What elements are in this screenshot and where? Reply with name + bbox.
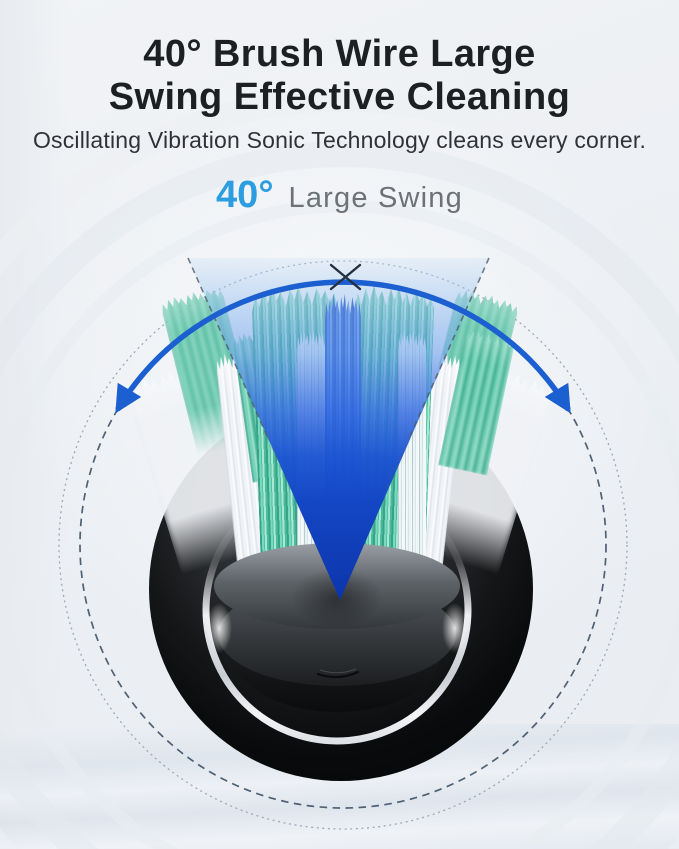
pivot-x-mark (329, 263, 362, 291)
title-line-1: 40° Brush Wire Large (143, 33, 536, 75)
faint-ring-large (0, 141, 679, 849)
brush-head-groove (316, 670, 360, 679)
dotted-guide-circle (58, 260, 628, 830)
page-subtitle: Oscillating Vibration Sonic Technology c… (32, 127, 647, 153)
faint-ring-inner (0, 199, 679, 849)
brush-head-highlight-right (442, 603, 468, 653)
page-title: 40° Brush Wire Large Swing Effective Cle… (0, 33, 679, 120)
swing-cone-edge-right-fade (385, 435, 411, 491)
brush-head-center-shadow (291, 568, 383, 628)
swing-cone-edge-left-fade (266, 435, 292, 491)
degree-value: 40° (216, 174, 274, 216)
faint-ring-outer (0, 88, 679, 849)
title-line-2: Swing Effective Cleaning (108, 76, 571, 119)
swing-cone-edge-right (409, 257, 490, 437)
swing-arc-double-arrow (115, 279, 571, 414)
swing-cone-edge-left (187, 257, 268, 437)
brush-head-highlight-left (206, 603, 232, 653)
degree-label: Large Swing (288, 182, 463, 214)
swing-callout: 40° Large Swing (0, 174, 679, 217)
brush-head-groove-highlight (319, 668, 357, 674)
